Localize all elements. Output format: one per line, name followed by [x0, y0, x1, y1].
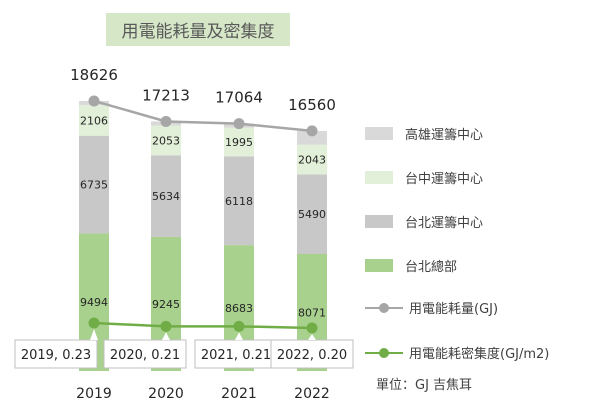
total-point [306, 125, 318, 137]
density-callout-pointer [308, 334, 316, 340]
total-value-label: 17064 [215, 89, 263, 107]
bar-value-label: 2043 [298, 154, 326, 167]
bar-segment-2020-1 [151, 155, 181, 237]
bar-value-label: 5490 [298, 208, 326, 221]
bar-value-label: 2053 [152, 134, 180, 147]
unit-note: 單位：GJ 吉焦耳 [376, 378, 473, 393]
density-value-label: 2019, 0.23 [21, 348, 91, 363]
bar-value-label: 2106 [80, 114, 108, 127]
bar-value-label: 8683 [225, 302, 253, 315]
x-tick-label: 2022 [294, 386, 330, 402]
bar-value-label: 1995 [225, 136, 253, 149]
density-point [88, 317, 100, 329]
legend-label-total: 用電能耗量(GJ) [409, 301, 499, 317]
legend-item-density: 用電能耗密集度(GJ/m2) [365, 342, 549, 362]
legend-label-taipei-ops: 台北運籌中心 [405, 215, 484, 231]
density-value-label: 2020, 0.21 [110, 348, 180, 363]
density-point [306, 322, 318, 334]
density-callout-pointer [235, 332, 243, 340]
density-value-label: 2022, 0.20 [277, 348, 347, 363]
legend-swatch-taipei-ops [365, 214, 393, 228]
legend-swatch-total [365, 301, 403, 314]
legend-item-taichung: 台中運籌中心 [365, 167, 483, 187]
total-point [233, 118, 245, 130]
density-callout-pointer [162, 332, 170, 340]
total-value-label: 16560 [288, 96, 336, 114]
bar-segment-2022-1 [297, 174, 327, 254]
density-callout-box [270, 339, 354, 369]
bar-segment-2019-1 [79, 135, 109, 234]
legend-label-kaohsiung: 高雄運籌中心 [405, 127, 484, 143]
x-tick-label: 2021 [221, 386, 257, 402]
bar-value-label: 9245 [152, 298, 180, 311]
total-value-label: 18626 [70, 66, 118, 84]
legend-swatch-kaohsiung [365, 126, 393, 140]
legend-swatch-hq [365, 258, 393, 272]
bar-segment-2020-2 [151, 125, 181, 156]
density-line [93, 321, 313, 330]
legend-item-total: 用電能耗量(GJ) [365, 297, 498, 317]
bar-value-label: 5634 [152, 190, 180, 203]
legend-label-taichung: 台中運籌中心 [405, 171, 484, 187]
chart-title: 用電能耗量及密集度 [106, 13, 290, 46]
bar-value-label: 9494 [80, 296, 108, 309]
bar-value-label: 6118 [225, 195, 253, 208]
x-tick-label: 2020 [148, 386, 184, 402]
density-point [233, 320, 245, 332]
bar-value-label: 8071 [298, 306, 326, 319]
bar-segment-2022-2 [297, 144, 327, 175]
legend-label-density: 用電能耗密集度(GJ/m2) [409, 346, 550, 362]
legend-item-hq: 台北總部 [365, 255, 457, 275]
legend-swatch-taichung [365, 170, 393, 184]
total-point [88, 95, 100, 107]
bar-segment-2022-3 [297, 130, 327, 145]
density-callout-pointer [90, 329, 98, 340]
legend-label-hq: 台北總部 [405, 259, 458, 275]
density-value-label: 2021, 0.21 [201, 348, 271, 363]
density-point [160, 320, 172, 332]
x-tick-label: 2019 [76, 386, 112, 402]
legend-swatch-density [365, 346, 403, 359]
bar-value-label: 6735 [80, 179, 108, 192]
legend-item-taipei-ops: 台北運籌中心 [365, 211, 483, 231]
bar-segment-2021-1 [224, 156, 254, 246]
total-value-label: 17213 [142, 86, 190, 104]
density-callout-box [103, 339, 187, 369]
legend-item-kaohsiung: 高雄運籌中心 [365, 123, 483, 143]
bar-segment-2019-2 [79, 105, 109, 136]
bar-segment-2021-2 [224, 127, 254, 157]
total-line [93, 99, 313, 133]
total-point [160, 115, 172, 127]
density-callout-box [14, 339, 98, 369]
